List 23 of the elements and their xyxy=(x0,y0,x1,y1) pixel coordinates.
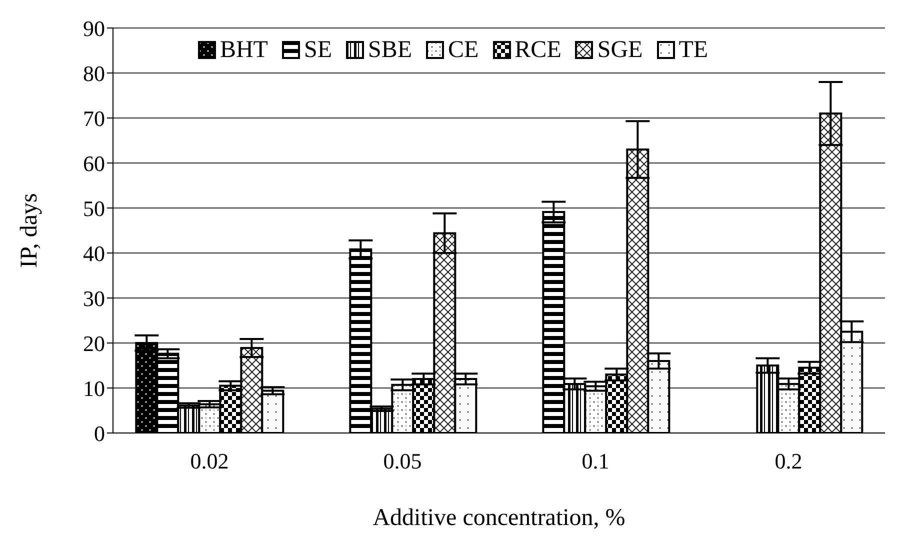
y-tick-label: 70 xyxy=(83,106,105,131)
legend-label: CE xyxy=(448,36,479,64)
y-tick-label: 40 xyxy=(83,240,105,266)
legend-label: SGE xyxy=(597,36,643,64)
y-tick-label: 90 xyxy=(83,16,105,41)
x-tick-label: 0.02 xyxy=(190,448,229,474)
x-tick-label: 0.05 xyxy=(383,448,422,474)
x-tick-label: 0.2 xyxy=(774,448,802,474)
y-tick-label: 10 xyxy=(83,376,105,401)
legend-label: SE xyxy=(304,36,332,64)
y-tick-label: 20 xyxy=(83,330,105,356)
y-tick-label: 0 xyxy=(94,420,105,446)
y-tick-label: 30 xyxy=(83,286,105,311)
y-tick-label: 80 xyxy=(83,60,105,86)
x-axis-title: Additive concentration, % xyxy=(372,505,626,531)
legend-label: RCE xyxy=(514,36,562,64)
legend-label: BHT xyxy=(220,36,268,64)
y-axis-title: IP, days xyxy=(16,193,43,268)
y-tick-label: 50 xyxy=(83,196,105,221)
legend-label: SBE xyxy=(368,36,412,64)
legend-label: TE xyxy=(678,36,708,64)
x-tick-label: 0.1 xyxy=(582,448,610,474)
y-tick-label: 60 xyxy=(83,150,105,176)
